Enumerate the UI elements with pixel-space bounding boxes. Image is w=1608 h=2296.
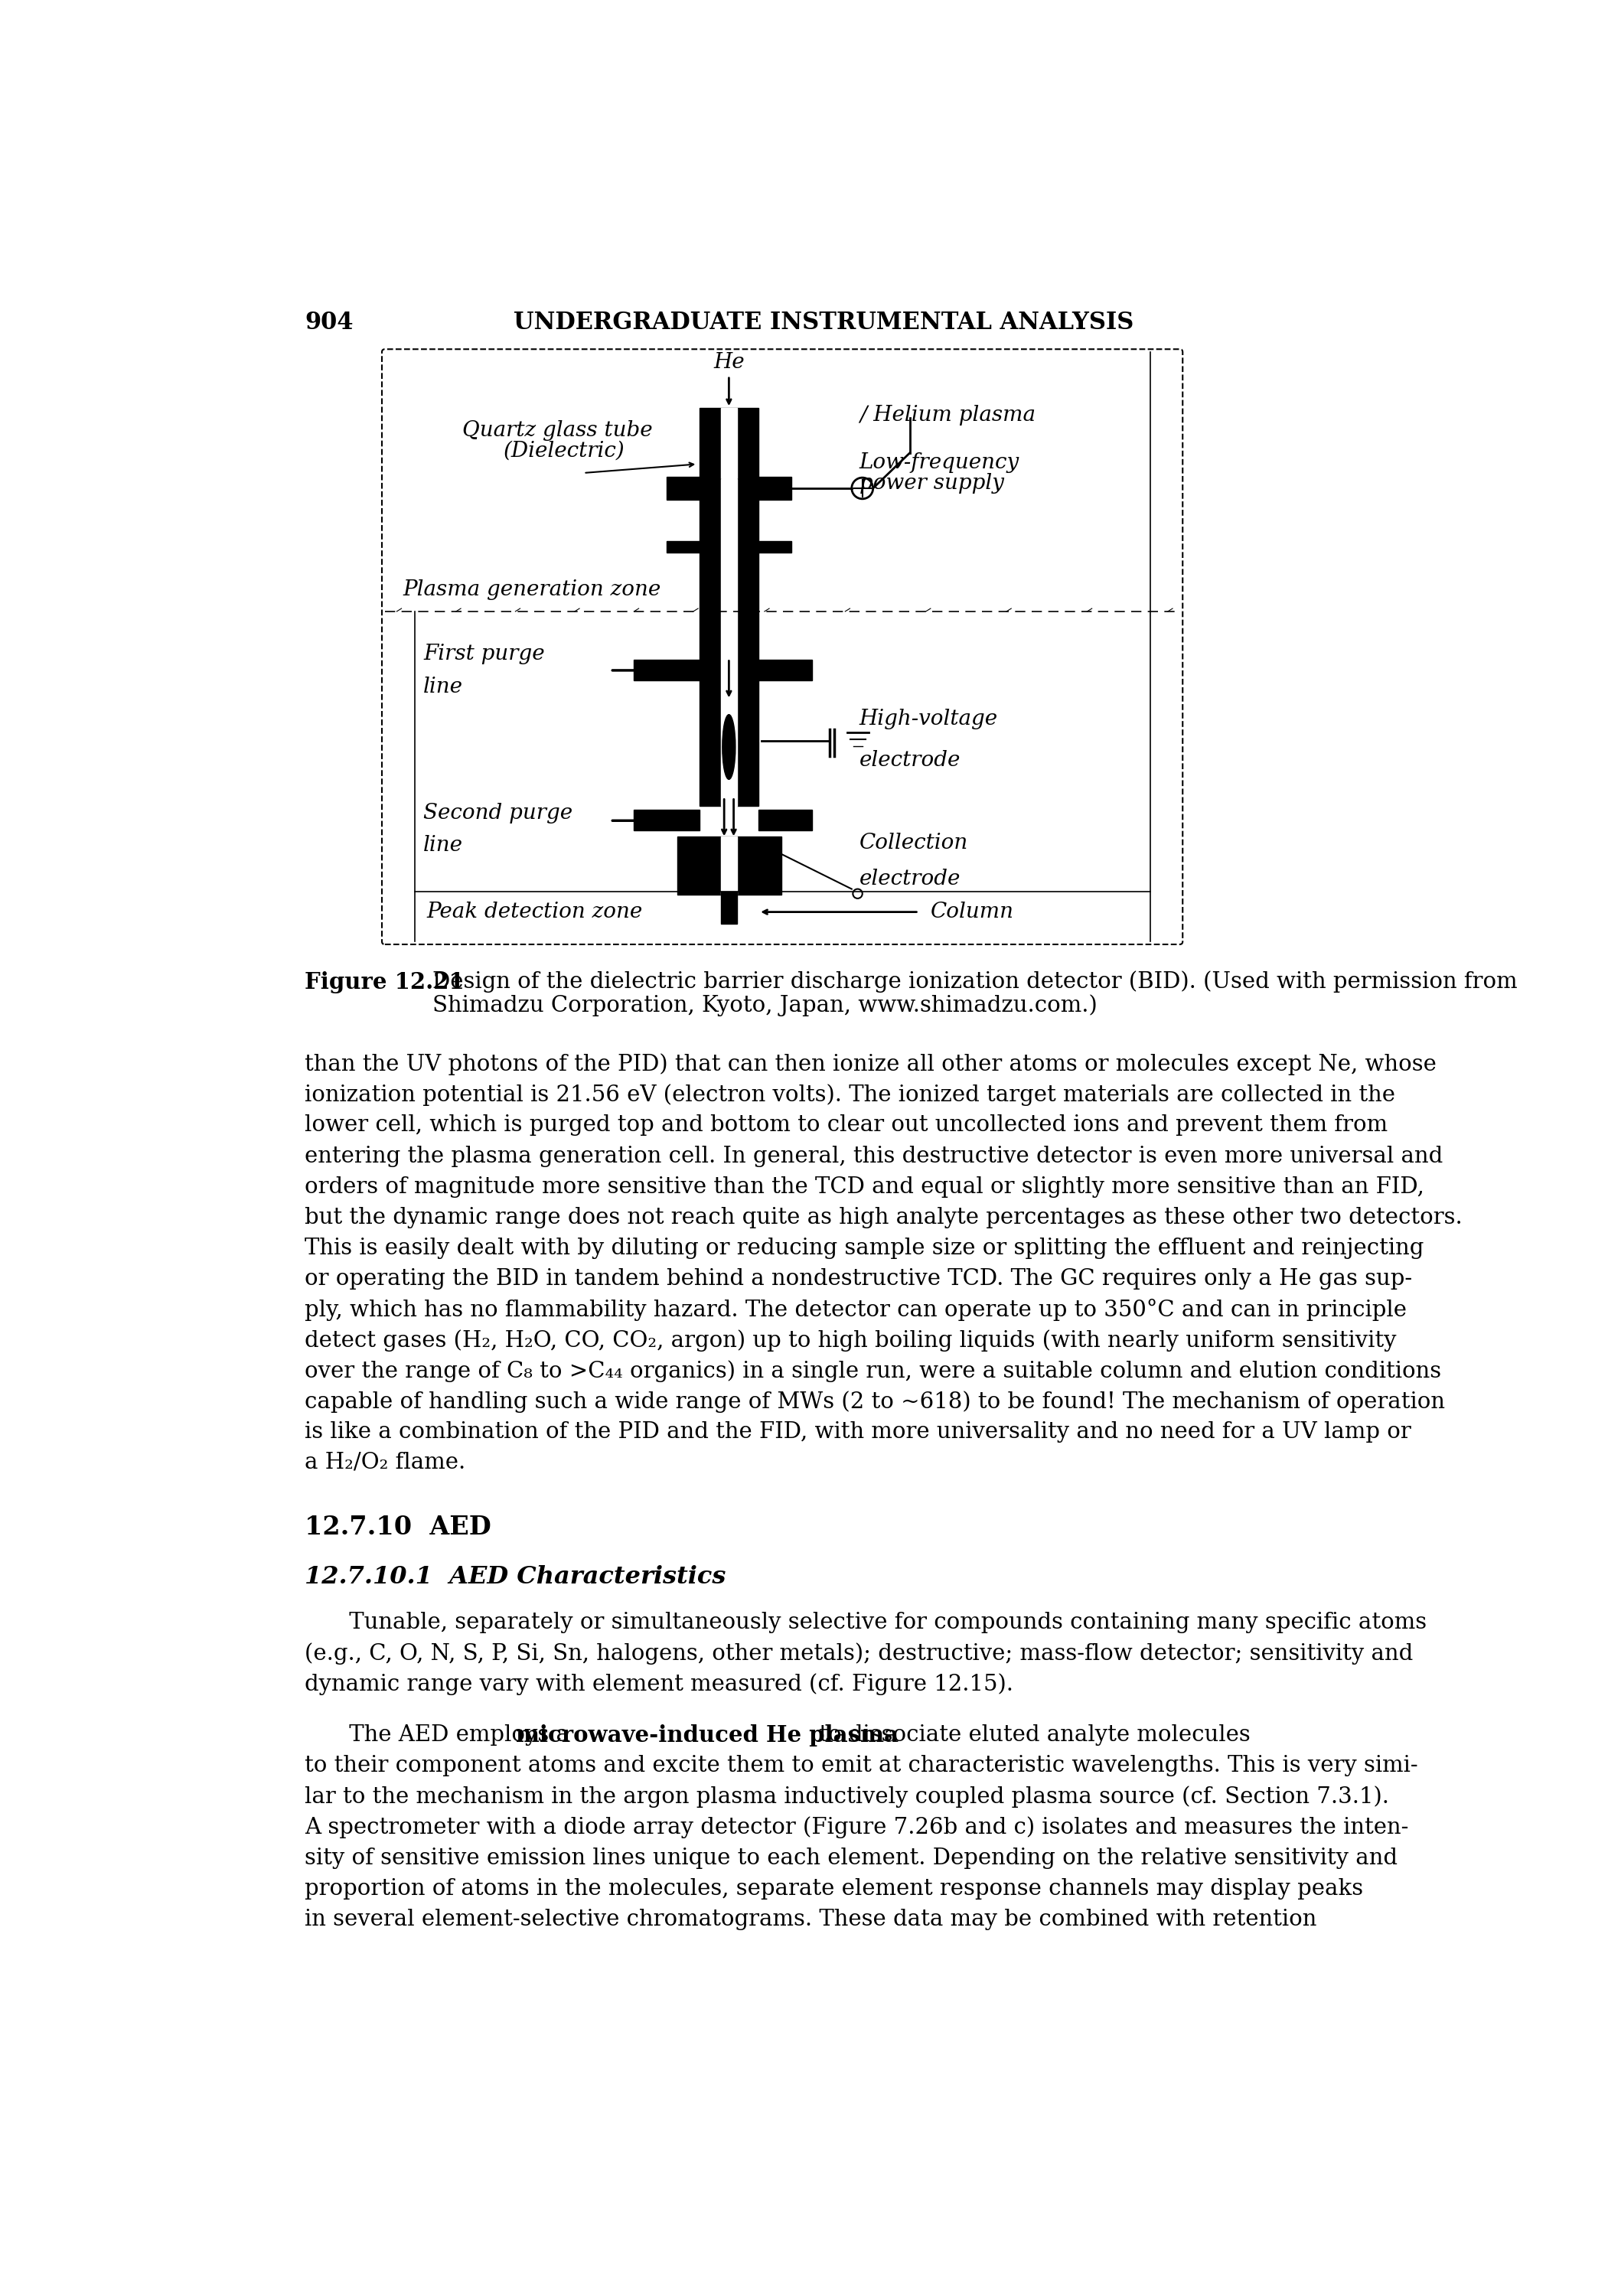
Text: ∕ Helium plasma: ∕ Helium plasma xyxy=(859,404,1036,425)
Bar xyxy=(634,659,699,680)
Text: lar to the mechanism in the argon plasma inductively coupled plasma source (cf. : lar to the mechanism in the argon plasma… xyxy=(306,1786,1389,1807)
Text: Design of the dielectric barrier discharge ionization detector (BID). (Used with: Design of the dielectric barrier dischar… xyxy=(433,971,1518,992)
Text: orders of magnitude more sensitive than the TCD and equal or slightly more sensi: orders of magnitude more sensitive than … xyxy=(306,1176,1425,1199)
Text: to their component atoms and excite them to emit at characteristic wavelengths. : to their component atoms and excite them… xyxy=(306,1754,1418,1777)
Text: Shimadzu Corporation, Kyoto, Japan, www.shimadzu.com.): Shimadzu Corporation, Kyoto, Japan, www.… xyxy=(433,994,1097,1017)
Text: First purge: First purge xyxy=(423,643,545,664)
Ellipse shape xyxy=(722,714,735,778)
Bar xyxy=(699,409,759,480)
Text: in several element-selective chromatograms. These data may be combined with rete: in several element-selective chromatogra… xyxy=(306,1908,1317,1931)
Text: electrode: electrode xyxy=(859,751,960,771)
Text: power supply: power supply xyxy=(859,473,1003,494)
Text: or operating the BID in tandem behind a nondestructive TCD. The GC requires only: or operating the BID in tandem behind a … xyxy=(306,1267,1412,1290)
Text: than the UV photons of the PID) that can then ionize all other atoms or molecule: than the UV photons of the PID) that can… xyxy=(306,1054,1436,1075)
Text: ionization potential is 21.56 eV (electron volts). The ionized target materials : ionization potential is 21.56 eV (electr… xyxy=(306,1084,1396,1107)
Text: Figure 12.21: Figure 12.21 xyxy=(306,971,465,994)
Text: entering the plasma generation cell. In general, this destructive detector is ev: entering the plasma generation cell. In … xyxy=(306,1146,1442,1166)
Text: Second purge: Second purge xyxy=(423,804,572,824)
Text: is like a combination of the PID and the FID, with more universality and no need: is like a combination of the PID and the… xyxy=(306,1421,1412,1442)
Text: electrode: electrode xyxy=(859,868,960,889)
Text: (Dielectric): (Dielectric) xyxy=(503,441,626,461)
Text: This is easily dealt with by diluting or reducing sample size or splitting the e: This is easily dealt with by diluting or… xyxy=(306,1238,1425,1258)
Bar xyxy=(736,480,759,806)
Text: Low-frequency: Low-frequency xyxy=(859,452,1019,473)
Text: Tunable, separately or simultaneously selective for compounds containing many sp: Tunable, separately or simultaneously se… xyxy=(306,1612,1426,1632)
Text: 12.7.10.1  AED Characteristics: 12.7.10.1 AED Characteristics xyxy=(306,1566,727,1589)
Text: 904: 904 xyxy=(306,310,354,335)
Text: capable of handling such a wide range of MWs (2 to ~618) to be found! The mechan: capable of handling such a wide range of… xyxy=(306,1391,1446,1412)
Text: over the range of C₈ to >C₄₄ organics) in a single run, were a suitable column a: over the range of C₈ to >C₄₄ organics) i… xyxy=(306,1359,1441,1382)
Text: (e.g., C, O, N, S, P, Si, Sn, halogens, other metals); destructive; mass-flow de: (e.g., C, O, N, S, P, Si, Sn, halogens, … xyxy=(306,1642,1413,1665)
Text: UNDERGRADUATE INSTRUMENTAL ANALYSIS: UNDERGRADUATE INSTRUMENTAL ANALYSIS xyxy=(513,310,1134,335)
FancyBboxPatch shape xyxy=(383,349,1182,944)
Text: He: He xyxy=(714,351,745,372)
Bar xyxy=(759,659,812,680)
Text: dynamic range vary with element measured (cf. Figure 12.15).: dynamic range vary with element measured… xyxy=(306,1674,1013,1694)
Bar xyxy=(720,409,736,480)
Text: Quartz glass tube: Quartz glass tube xyxy=(461,420,653,441)
Text: to dissociate eluted analyte molecules: to dissociate eluted analyte molecules xyxy=(812,1724,1251,1745)
Text: sity of sensitive emission lines unique to each element. Depending on the relati: sity of sensitive emission lines unique … xyxy=(306,1848,1397,1869)
Bar xyxy=(759,810,812,831)
Text: 12.7.10  AED: 12.7.10 AED xyxy=(306,1515,492,1541)
Text: a H₂/O₂ flame.: a H₂/O₂ flame. xyxy=(306,1451,466,1474)
Text: Column: Column xyxy=(931,902,1015,923)
Text: but the dynamic range does not reach quite as high analyte percentages as these : but the dynamic range does not reach qui… xyxy=(306,1208,1463,1228)
Bar xyxy=(634,810,699,831)
Bar xyxy=(720,836,736,895)
Bar xyxy=(720,891,736,923)
Text: Peak detection zone: Peak detection zone xyxy=(426,902,643,923)
Text: proportion of atoms in the molecules, separate element response channels may dis: proportion of atoms in the molecules, se… xyxy=(306,1878,1364,1899)
Bar xyxy=(667,478,699,501)
Bar xyxy=(699,480,720,806)
Text: A spectrometer with a diode array detector (Figure 7.26b and c) isolates and mea: A spectrometer with a diode array detect… xyxy=(306,1816,1409,1839)
Bar xyxy=(725,418,733,471)
Text: microwave-induced He plasma: microwave-induced He plasma xyxy=(516,1724,899,1747)
Text: lower cell, which is purged top and bottom to clear out uncollected ions and pre: lower cell, which is purged top and bott… xyxy=(306,1114,1388,1137)
Text: line: line xyxy=(423,677,463,698)
Text: line: line xyxy=(423,836,463,856)
Text: ply, which has no flammability hazard. The detector can operate up to 350°C and : ply, which has no flammability hazard. T… xyxy=(306,1300,1407,1320)
Text: Collection: Collection xyxy=(859,833,968,854)
Text: High-voltage: High-voltage xyxy=(859,709,999,730)
Bar xyxy=(667,542,699,553)
Bar xyxy=(759,478,791,501)
Bar xyxy=(720,480,736,806)
Text: detect gases (H₂, H₂O, CO, CO₂, argon) up to high boiling liquids (with nearly u: detect gases (H₂, H₂O, CO, CO₂, argon) u… xyxy=(306,1329,1397,1352)
Bar xyxy=(677,836,781,895)
Text: The AED employs a: The AED employs a xyxy=(306,1724,577,1745)
Bar xyxy=(759,542,791,553)
Text: Plasma generation zone: Plasma generation zone xyxy=(402,579,661,599)
